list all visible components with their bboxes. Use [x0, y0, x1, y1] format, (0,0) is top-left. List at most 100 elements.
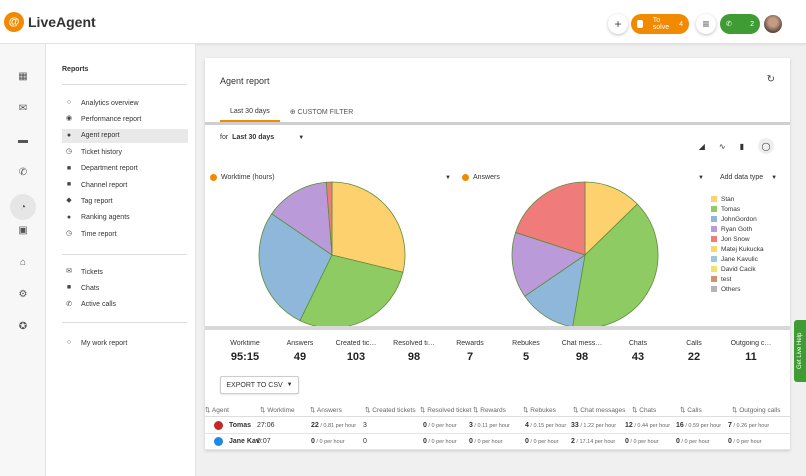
agent-avatar: [214, 437, 223, 446]
stat-calls: Calls 22: [659, 340, 729, 363]
agent-name: Tomas: [229, 422, 252, 429]
column-header-rebukes[interactable]: ⇅ Rebukes: [523, 407, 556, 414]
column-header-chat-messages[interactable]: ⇅ Chat messages: [573, 407, 626, 414]
table-row[interactable]: Tomas 27:06 22 / 0.81 per hour 3 0 / 0 per h…: [205, 418, 790, 434]
pie-slice-jon-snow[interactable]: [515, 181, 586, 256]
table-row[interactable]: Jane Kav 0:07 0 / 0 per hour 0 0 / 0 per hou…: [205, 434, 790, 450]
tab-last-30-days[interactable]: Last 30 days: [220, 104, 280, 122]
plus-icon[interactable]: +: [608, 14, 628, 34]
logo[interactable]: @ LiveAgent: [4, 12, 96, 32]
nav-item-performance-report[interactable]: ◉ Performance report: [62, 112, 188, 126]
legend-swatch: [711, 266, 717, 272]
knowledgebase-icon[interactable]: ⌂: [19, 256, 27, 268]
legend-item[interactable]: Ryan Goth: [711, 224, 764, 234]
line-chart-icon[interactable]: ∿: [718, 141, 726, 151]
pie-chart-icon[interactable]: ◯: [758, 138, 774, 154]
cell-created: 0: [363, 438, 367, 445]
add-data-type-select[interactable]: Add data type ▼: [720, 174, 777, 181]
period-select[interactable]: for Last 30 days ▼: [220, 134, 304, 141]
export-csv-button[interactable]: EXPORT TO CSV ▼: [220, 376, 299, 394]
chats-icon[interactable]: ▬: [18, 134, 28, 146]
nav-item-analytics-overview[interactable]: ○ Analytics overview: [62, 96, 188, 110]
legend-item[interactable]: Stan: [711, 194, 764, 204]
ticket-icon: [637, 20, 643, 28]
legend-item[interactable]: Jane Kavulic: [711, 254, 764, 264]
agent-report-card: Agent report ↻ Last 30 days ⊕ CUSTOM FIL…: [205, 58, 790, 450]
area-chart-icon[interactable]: ◢: [698, 141, 705, 151]
reports-icon[interactable]: ◔: [10, 194, 36, 220]
nav-item-my-work-report[interactable]: ○ My work report: [62, 336, 188, 350]
bar-chart-icon[interactable]: ▮: [739, 141, 744, 151]
pie1-selector[interactable]: Worktime (hours): [210, 174, 275, 181]
legend-item[interactable]: JohnGordon: [711, 214, 764, 224]
stat-label: Chats: [628, 340, 648, 347]
nav-item-ranking-agents[interactable]: ● Ranking agents: [62, 211, 188, 225]
nav-item-time-report[interactable]: ◷ Time report: [62, 227, 188, 241]
nav-item-tickets[interactable]: ✉ Tickets: [62, 265, 188, 279]
legend-item[interactable]: test: [711, 274, 764, 284]
legend-item[interactable]: Others: [711, 284, 764, 294]
nav-item-channel-report[interactable]: ■ Channel report: [62, 178, 188, 192]
calls-icon[interactable]: ✆: [18, 166, 28, 178]
pie-slice-tomas[interactable]: [299, 254, 404, 329]
cell-chats: 0 / 0 per hour: [625, 438, 659, 445]
stat-chat-mess-: Chat mess… 98: [547, 340, 617, 363]
pie-slice-stan[interactable]: [584, 181, 638, 256]
nav-item-label: Analytics overview: [81, 99, 139, 107]
pie2-selector[interactable]: Answers: [462, 174, 500, 181]
legend-item[interactable]: Matej Kukucka: [711, 244, 764, 254]
column-header-calls[interactable]: ⇅ Calls: [680, 407, 702, 414]
user-avatar[interactable]: [764, 15, 782, 33]
column-header-rewards[interactable]: ⇅ Rewards: [473, 407, 506, 414]
tab-custom-filter[interactable]: ⊕ CUSTOM FILTER: [289, 109, 354, 116]
legend-label: Ryan Goth: [721, 225, 753, 233]
get-live-help-button[interactable]: Get Live Help: [794, 320, 806, 382]
pie2-title: Answers: [473, 174, 500, 181]
tickets-icon[interactable]: ✉: [18, 102, 28, 114]
plugins-icon[interactable]: ✪: [18, 320, 28, 332]
column-header-resolved-ticket[interactable]: ⇅ Resolved ticket: [420, 407, 472, 414]
pie-slice-jon-snow[interactable]: [325, 181, 333, 256]
legend-item[interactable]: Jon Snow: [711, 234, 764, 244]
legend-swatch: [711, 286, 717, 292]
legend-label: Matej Kukucka: [721, 245, 764, 253]
legend-item[interactable]: Tomas: [711, 204, 764, 214]
help-label: Get Live Help: [797, 332, 803, 370]
stat-outgoing-c-: Outgoing c… 11: [716, 340, 786, 363]
nav-item-ticket-history[interactable]: ◷ Ticket history: [62, 145, 188, 159]
chevron-down-icon[interactable]: ▼: [445, 175, 451, 181]
nav-item-label: Tag report: [81, 197, 113, 205]
calls-button[interactable]: ✆ 2: [720, 14, 760, 34]
pie1-title: Worktime (hours): [221, 174, 275, 181]
stat-label: Calls: [686, 340, 702, 347]
pie-slice-ryan-goth[interactable]: [511, 231, 586, 297]
tab-underline: [205, 122, 790, 125]
column-header-created-tickets[interactable]: ⇅ Created tickets: [365, 407, 416, 414]
chevron-down-icon[interactable]: ▼: [698, 175, 704, 181]
menu-icon[interactable]: ≡: [696, 14, 716, 34]
nav-item-agent-report[interactable]: ● Agent report: [62, 128, 188, 143]
column-header-chats[interactable]: ⇅ Chats: [632, 407, 657, 414]
nav-item-department-report[interactable]: ■ Department report: [62, 162, 188, 176]
column-header-agent[interactable]: ⇅ Agent: [205, 407, 229, 414]
column-header-worktime[interactable]: ⇅ Worktime: [260, 407, 295, 414]
dot-icon: [210, 174, 217, 181]
dashboard-icon[interactable]: ▦: [18, 70, 28, 82]
legend-swatch: [711, 246, 717, 252]
refresh-icon[interactable]: ↻: [766, 74, 775, 85]
settings-icon[interactable]: ⚙: [18, 288, 28, 300]
contacts-icon[interactable]: ▣: [18, 224, 28, 236]
pie-slice-johngordon[interactable]: [258, 213, 333, 322]
nav-item-active-calls[interactable]: ✆ Active calls: [62, 298, 188, 312]
nav-item-label: Ticket history: [81, 148, 122, 156]
nav-item-icon: ◆: [66, 197, 72, 205]
column-header-answers[interactable]: ⇅ Answers: [310, 407, 342, 414]
pie-slice-stan[interactable]: [331, 181, 406, 273]
column-header-outgoing-calls[interactable]: ⇅ Outgoing calls: [732, 407, 781, 414]
legend-item[interactable]: David Cacik: [711, 264, 764, 274]
nav-item-chats[interactable]: ■ Chats: [62, 281, 188, 295]
legend-label: Tomas: [721, 205, 741, 213]
nav-item-tag-report[interactable]: ◆ Tag report: [62, 194, 188, 208]
to-solve-button[interactable]: To solve 4: [631, 14, 689, 34]
pie-slice-ryan-goth[interactable]: [271, 181, 333, 256]
